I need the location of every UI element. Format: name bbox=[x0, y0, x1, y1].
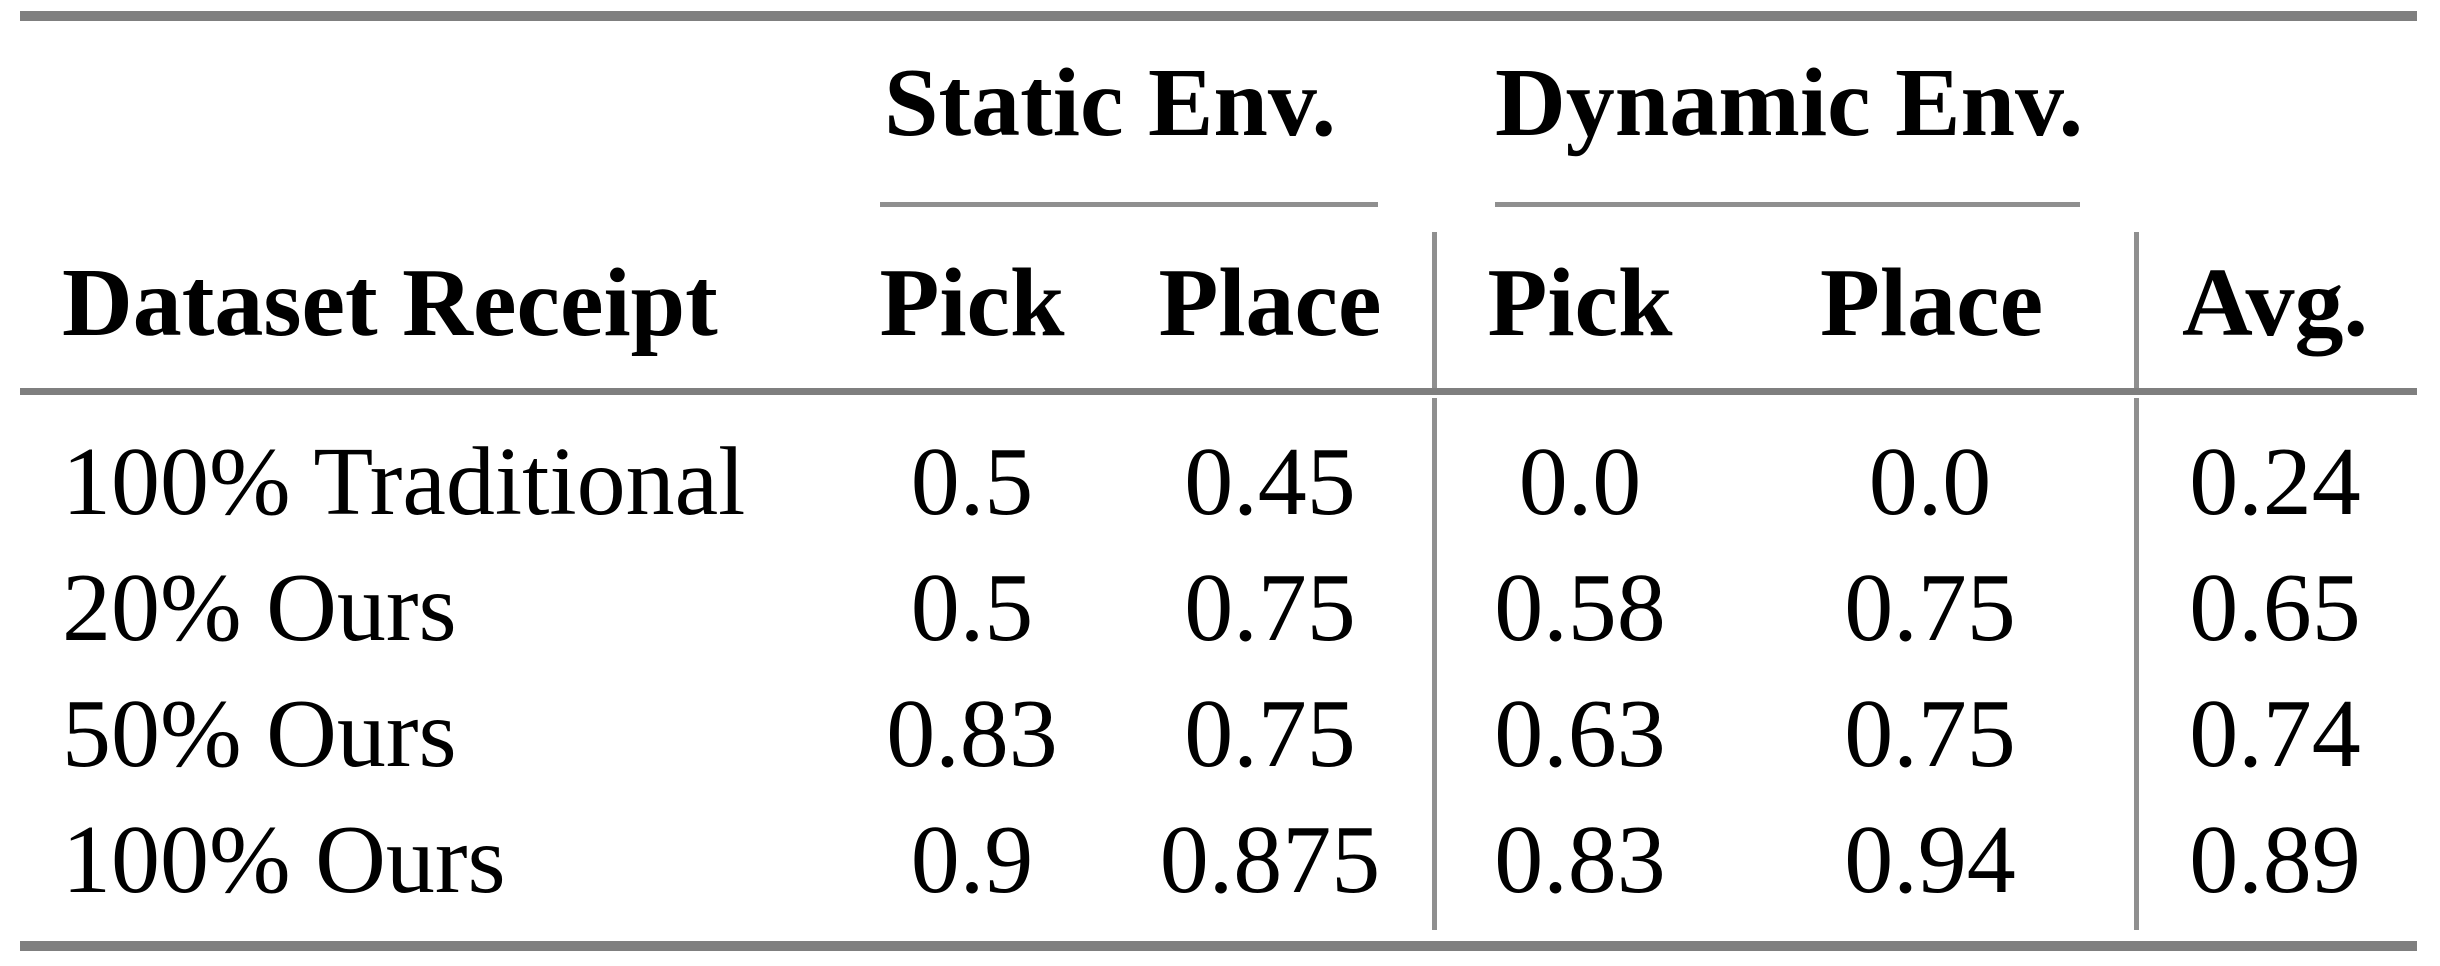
column-header-row: Dataset Receipt Pick Place Pick Place Av… bbox=[0, 248, 2440, 358]
cell-static-place: 0.75 bbox=[1184, 554, 1356, 662]
cell-avg: 0.89 bbox=[2189, 806, 2361, 914]
table-row: 50% Ours 0.83 0.75 0.63 0.75 0.74 bbox=[0, 671, 2440, 797]
cmidrule-static-env bbox=[880, 202, 1378, 207]
col-header-avg: Avg. bbox=[2182, 249, 2368, 357]
table-row: 100% Traditional 0.5 0.45 0.0 0.0 0.24 bbox=[0, 419, 2440, 545]
cell-avg: 0.24 bbox=[2189, 428, 2361, 536]
cell-static-pick: 0.5 bbox=[910, 554, 1034, 662]
col-header-dataset-receipt: Dataset Receipt bbox=[62, 249, 718, 357]
cell-dynamic-pick: 0.0 bbox=[1518, 428, 1642, 536]
cell-static-pick: 0.5 bbox=[910, 428, 1034, 536]
cell-static-place: 0.75 bbox=[1184, 680, 1356, 788]
row-label: 100% Traditional bbox=[62, 428, 746, 536]
cell-dynamic-place: 0.75 bbox=[1844, 554, 2016, 662]
cell-dynamic-pick: 0.83 bbox=[1494, 806, 1666, 914]
table-bottom-rule bbox=[20, 941, 2417, 951]
cell-dynamic-place: 0.94 bbox=[1844, 806, 2016, 914]
row-label: 50% Ours bbox=[62, 680, 457, 788]
cell-static-place: 0.45 bbox=[1184, 428, 1356, 536]
col-header-static-place: Place bbox=[1158, 249, 1382, 357]
cell-dynamic-pick: 0.58 bbox=[1494, 554, 1666, 662]
body-vertical-separator-1 bbox=[1432, 398, 1437, 930]
cell-dynamic-place: 0.75 bbox=[1844, 680, 2016, 788]
group-header-dynamic-env: Dynamic Env. bbox=[1495, 49, 2084, 157]
col-header-static-pick: Pick bbox=[879, 249, 1065, 357]
header-vertical-separator-2 bbox=[2134, 232, 2139, 388]
header-vertical-separator-1 bbox=[1432, 232, 1437, 388]
cell-static-place: 0.875 bbox=[1159, 806, 1381, 914]
cell-avg: 0.65 bbox=[2189, 554, 2361, 662]
table-row: 20% Ours 0.5 0.75 0.58 0.75 0.65 bbox=[0, 545, 2440, 671]
table-top-rule bbox=[20, 11, 2417, 21]
cell-static-pick: 0.83 bbox=[886, 680, 1058, 788]
col-header-dynamic-pick: Pick bbox=[1487, 249, 1673, 357]
table-row: 100% Ours 0.9 0.875 0.83 0.94 0.89 bbox=[0, 797, 2440, 923]
cell-static-pick: 0.9 bbox=[910, 806, 1034, 914]
row-label: 20% Ours bbox=[62, 554, 457, 662]
cmidrule-dynamic-env bbox=[1495, 202, 2080, 207]
cell-avg: 0.74 bbox=[2189, 680, 2361, 788]
cell-dynamic-pick: 0.63 bbox=[1494, 680, 1666, 788]
col-header-dynamic-place: Place bbox=[1820, 249, 2044, 357]
body-vertical-separator-2 bbox=[2134, 398, 2139, 930]
table-mid-rule bbox=[20, 388, 2417, 395]
row-label: 100% Ours bbox=[62, 806, 506, 914]
group-header-static-env: Static Env. bbox=[884, 49, 1336, 157]
cell-dynamic-place: 0.0 bbox=[1868, 428, 1992, 536]
